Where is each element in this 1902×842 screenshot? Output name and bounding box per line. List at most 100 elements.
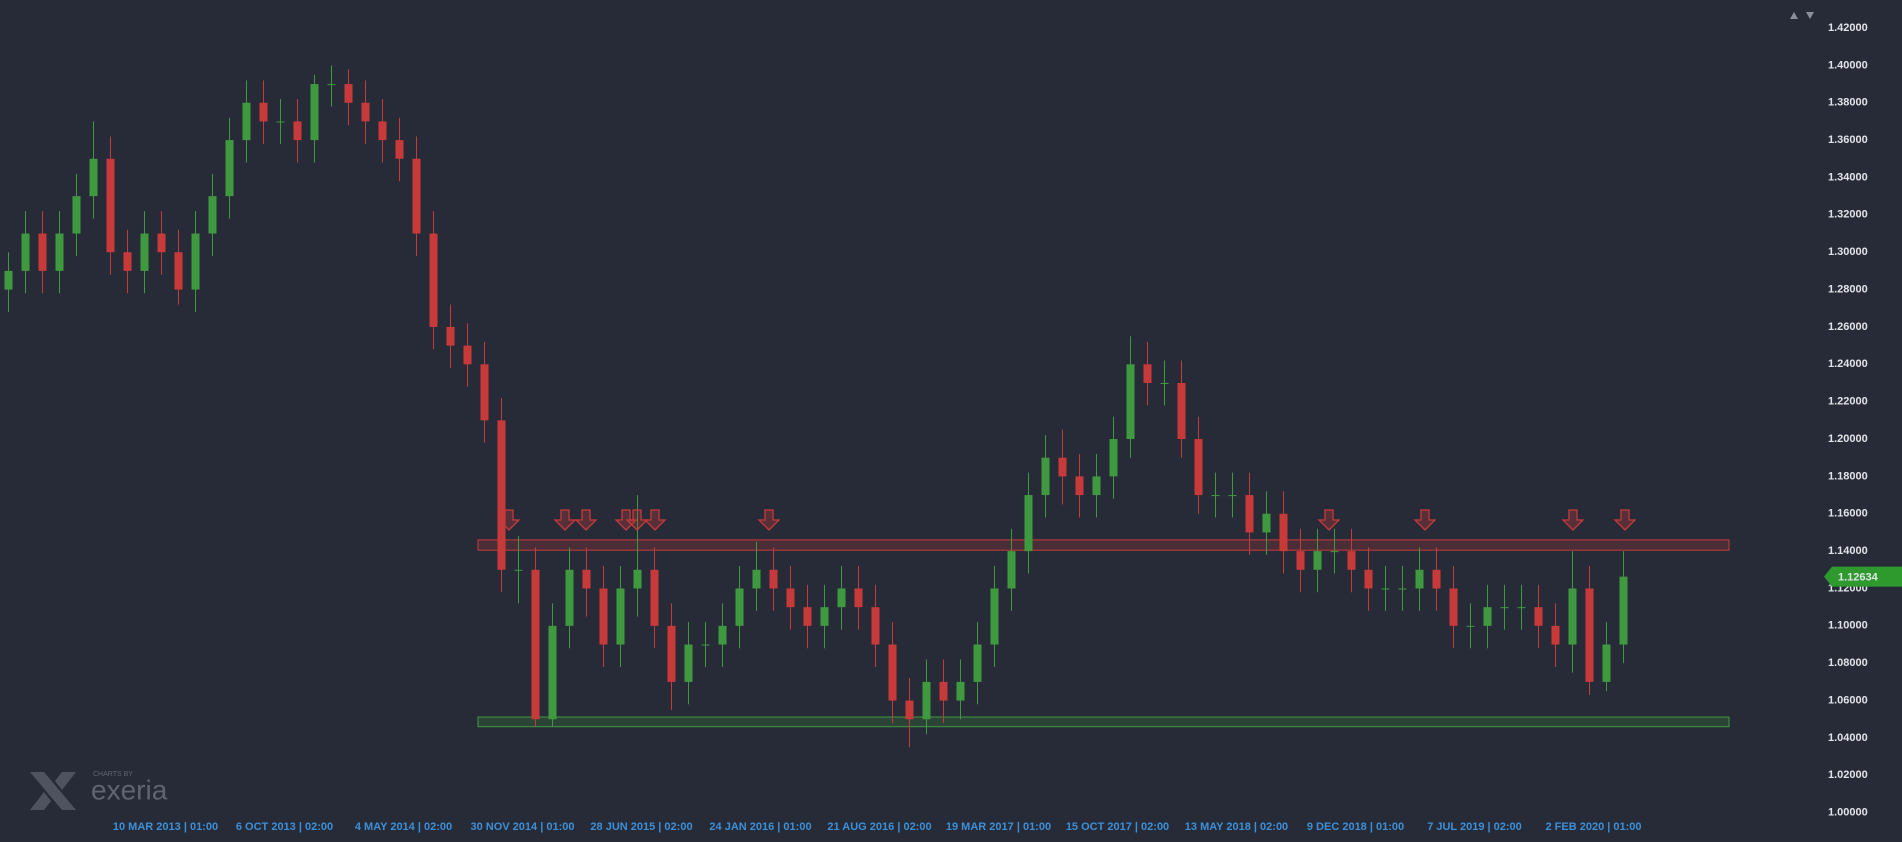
candle-body [786, 588, 795, 608]
candle-body [1585, 588, 1594, 682]
candle-body [463, 345, 472, 365]
y-tick-label: 1.24000 [1828, 358, 1868, 370]
touch-arrow [1413, 509, 1437, 531]
y-tick-label: 1.40000 [1828, 59, 1868, 71]
candle-body [531, 569, 540, 720]
candle-body [89, 158, 98, 197]
touch-arrow [625, 509, 649, 531]
x-tick-label: 21 AUG 2016 | 02:00 [827, 821, 931, 833]
touch-arrow [497, 509, 521, 531]
candle-body [1143, 364, 1152, 383]
touch-arrow [1613, 509, 1637, 531]
candle-body [480, 364, 489, 421]
candle-body [1381, 588, 1390, 590]
y-tick-label: 1.22000 [1828, 396, 1868, 408]
candle-body [1194, 439, 1203, 496]
axes: 1.00000 1.02000 1.04000 1.06000 1.08000 1.100… [113, 22, 1902, 833]
candle-body [1364, 569, 1373, 589]
x-tick-label: 24 JAN 2016 | 01:00 [709, 821, 811, 833]
candle-body [820, 607, 829, 626]
candle-body [1075, 476, 1084, 496]
candle-body [735, 588, 744, 626]
candle-body [446, 326, 455, 346]
logo-mark [30, 772, 76, 810]
candle-body [888, 644, 897, 701]
y-tick-label: 1.16000 [1828, 508, 1868, 520]
candle-body [990, 588, 999, 645]
candle-body [1313, 551, 1322, 570]
candle-body [1602, 644, 1611, 682]
y-tick-label: 1.14000 [1828, 545, 1868, 557]
candle-body [1126, 364, 1135, 440]
candle-body [803, 607, 812, 626]
candle-body [1551, 625, 1560, 645]
x-tick-label: 19 MAR 2017 | 01:00 [946, 821, 1051, 833]
candle-body [123, 252, 132, 271]
y-tick-label: 1.38000 [1828, 97, 1868, 109]
candle-body [157, 233, 166, 253]
touch-arrow [757, 509, 781, 531]
candle-body [140, 233, 149, 271]
candle-body [1160, 382, 1169, 384]
candle-body [582, 569, 591, 589]
scroll-down-icon[interactable] [1806, 12, 1814, 19]
y-tick-label: 1.28000 [1828, 283, 1868, 295]
candle-body [1041, 457, 1050, 496]
candle-body [939, 681, 948, 701]
candle-body [1432, 569, 1441, 589]
candle-body [259, 102, 268, 122]
touch-arrow [1317, 509, 1341, 531]
candle-body [344, 84, 353, 103]
x-tick-label: 6 OCT 2013 | 02:00 [236, 821, 333, 833]
candle-body [293, 121, 302, 141]
x-tick-label: 7 JUL 2019 | 02:00 [1427, 821, 1522, 833]
candle-body [752, 569, 761, 589]
candle-body [701, 644, 710, 646]
candle-body [1296, 551, 1305, 570]
x-tick-label: 2 FEB 2020 | 01:00 [1545, 821, 1641, 833]
candle-body [55, 233, 64, 271]
y-tick-label: 1.26000 [1828, 321, 1868, 333]
touch-arrow [553, 509, 577, 531]
brand-name: exeria [91, 774, 168, 805]
candle-body [395, 140, 404, 159]
x-tick-label: 10 MAR 2013 | 01:00 [113, 821, 218, 833]
candle-body [21, 233, 30, 271]
candle-body [497, 420, 506, 570]
candle-body [1279, 513, 1288, 552]
candle-body [1398, 588, 1407, 590]
x-tick-label: 30 NOV 2014 | 01:00 [471, 821, 575, 833]
y-tick-label: 1.08000 [1828, 657, 1868, 669]
candle-body [412, 158, 421, 234]
x-tick-label: 4 MAY 2014 | 02:00 [355, 821, 452, 833]
candle-body [1109, 439, 1118, 477]
candle-body [1228, 495, 1237, 497]
candle-body [1466, 625, 1475, 627]
candle-body [38, 233, 47, 271]
scroll-up-icon[interactable] [1790, 12, 1798, 19]
candle-body [1058, 457, 1067, 477]
candle-body [1347, 551, 1356, 570]
candle-body [956, 681, 965, 701]
candle-body [1449, 588, 1458, 626]
candle-body [242, 102, 251, 141]
candle-body [548, 625, 557, 720]
candle-body [72, 196, 81, 234]
candle-body [973, 644, 982, 682]
y-tick-label: 1.04000 [1828, 732, 1868, 744]
candle-body [1534, 607, 1543, 626]
candle-body [1262, 513, 1271, 533]
candle-body [276, 121, 285, 123]
candle-body [191, 233, 200, 290]
candle-body [837, 588, 846, 608]
candle-body [905, 700, 914, 720]
brand-caption: CHARTS BY [93, 771, 133, 778]
y-tick-label: 1.30000 [1828, 246, 1868, 258]
y-tick-label: 1.10000 [1828, 620, 1868, 632]
candle-body [616, 588, 625, 645]
candle-body [106, 158, 115, 253]
candle-body [327, 84, 336, 86]
zone [477, 716, 1730, 728]
y-tick-label: 1.20000 [1828, 433, 1868, 445]
